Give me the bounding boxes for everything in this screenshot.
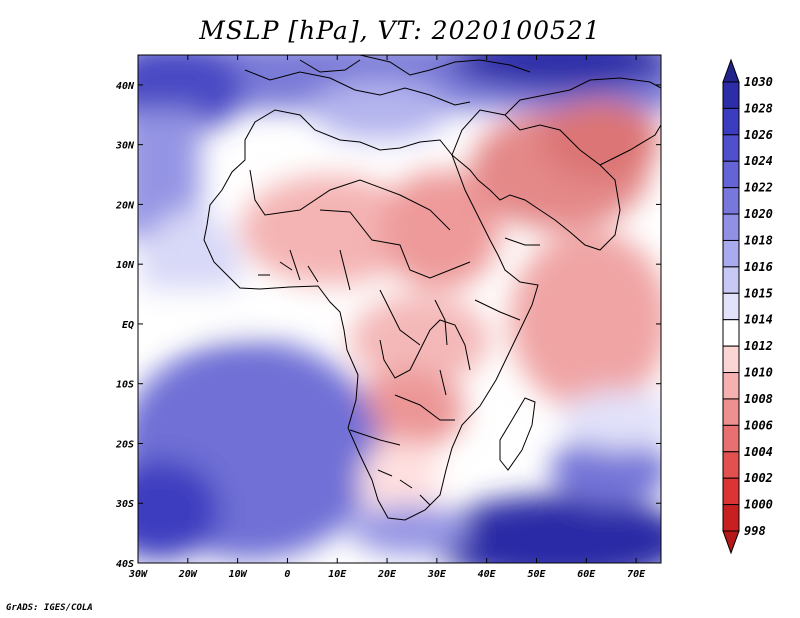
colorbar-label: 1028 [744,101,773,115]
lat-tick-label: 40N [116,81,135,92]
lat-tick-label: EQ [122,320,134,331]
lat-tick-label: 20S [115,439,134,450]
lon-tick-label: 20E [377,569,397,580]
lon-tick-label: 60E [577,569,596,580]
colorbar-label: 1026 [744,128,773,142]
lon-tick-label: 70E [627,569,646,580]
lon-tick-label: 30W [128,569,148,580]
colorbar-swatch [722,107,740,136]
coastline-layer [203,55,661,521]
colorbar-swatch [722,504,740,532]
colorbar-label: 1008 [744,392,773,406]
lon-tick-label: 20W [178,569,198,580]
colorbar-label: 1004 [744,445,773,459]
colorbar-label: 1020 [744,207,773,221]
colorbar-swatch [722,372,740,400]
colorbar-swatch [722,187,740,215]
colorbar-label: 998 [744,524,766,538]
colorbar-label: 1030 [744,75,773,89]
colorbar-top-arrow [722,58,740,83]
colorbar-label: 1010 [744,366,773,380]
lon-tick-label: 10E [328,569,347,580]
credit-text: GrADS: IGES/COLA [6,603,93,613]
lat-tick-label: 10N [116,260,135,271]
colorbar-swatch [722,345,740,374]
colorbar-swatch [722,477,740,506]
colorbar-label: 1006 [744,418,773,432]
lon-tick-label: 30E [427,569,447,580]
colorbar-label: 1000 [744,498,773,512]
lat-tick-label: 40S [116,559,134,570]
colorbar-swatch [722,424,740,453]
colorbar-swatch [722,239,740,268]
colorbar-label: 1022 [744,181,773,195]
colorbar-swatch [722,266,740,294]
colorbar-label: 1024 [744,154,773,168]
colorbar-label: 1014 [744,313,773,327]
colorbar-bottom-arrow [722,530,740,555]
colorbar-swatch [722,213,740,241]
lat-tick-label: 10S [116,380,134,391]
colorbar-swatch [722,451,740,479]
lon-tick-label: 10W [229,569,248,580]
colorbar-swatch [722,81,740,109]
colorbar-label: 1012 [744,339,773,353]
colorbar-swatch [722,292,740,321]
pressure-field [138,55,661,563]
colorbar-label: 1018 [744,233,773,247]
colorbar-label: 1015 [744,286,773,300]
longitude-axis: 30W 20W 10W 0 10E 20E 30E 40E 50E 60E 70E [128,55,646,580]
colorbar-label: 1002 [744,471,773,485]
latitude-axis: 40N 30N 20N 10N EQ 10S 20S 30S 40S [115,81,661,570]
colorbar-swatch [722,134,740,162]
lon-tick-label: 0 [284,569,290,580]
lat-tick-label: 30S [115,499,134,510]
map-title: MSLP [hPa], VT: 2020100521 [199,16,601,45]
lat-tick-label: 30N [115,141,135,152]
lon-tick-label: 50E [527,569,546,580]
lon-tick-label: 40E [478,569,497,580]
colorbar: 1030 1028 1026 1024 1022 1020 1018 1016 1015 1014… [722,58,773,555]
colorbar-label: 1016 [744,260,773,274]
map-frame [137,54,662,564]
colorbar-swatch [722,319,740,347]
colorbar-swatch [722,398,740,426]
lat-tick-label: 20N [115,200,135,211]
colorbar-swatch [722,160,740,189]
